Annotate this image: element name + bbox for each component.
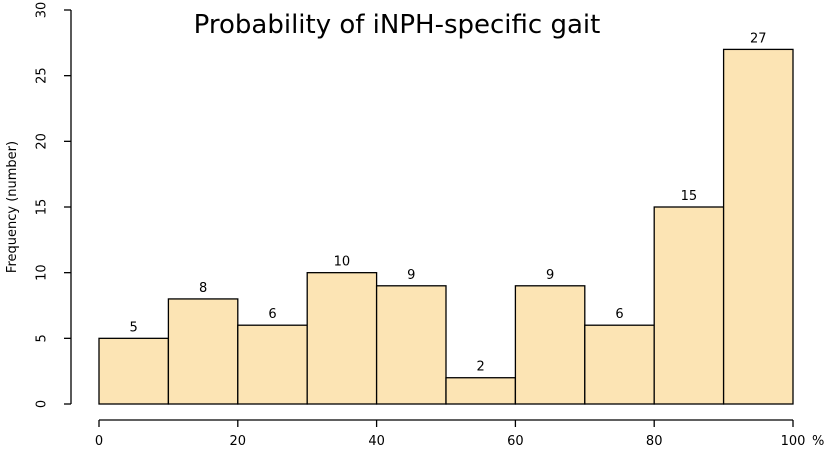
y-tick-label: 0 (35, 400, 50, 408)
x-tick-label: 20 (230, 434, 247, 449)
y-tick-label: 25 (35, 67, 50, 84)
x-axis-unit: % (812, 434, 824, 449)
bar-value-label: 10 (334, 255, 351, 270)
y-tick-label: 5 (35, 334, 50, 342)
histogram-bar (167, 298, 239, 405)
bar-labels-group: 5 8 6 10 9 2 9 6 15 27 (130, 31, 767, 374)
y-tick-label: 10 (35, 264, 50, 281)
histogram-bar (584, 324, 655, 405)
y-axis-label: Frequency (number) (5, 141, 20, 273)
bar-value-label: 15 (681, 189, 698, 204)
histogram-bar (237, 324, 308, 405)
bar-value-label: 9 (407, 268, 415, 283)
x-tick-label: 60 (507, 434, 524, 449)
bar-value-label: 8 (199, 281, 207, 296)
x-tick-label: 100 (781, 434, 806, 449)
x-axis: 0 20 40 60 80 100 (95, 419, 806, 449)
histogram-bar (445, 377, 517, 405)
bar-value-label: 2 (477, 360, 485, 375)
bar-value-label: 5 (130, 320, 138, 335)
x-tick-label: 0 (95, 434, 103, 449)
y-tick-label: 20 (35, 133, 50, 150)
y-tick-label: 30 (35, 2, 50, 19)
histogram-bar (722, 48, 794, 405)
y-tick-label: 15 (35, 199, 50, 216)
bars-group (98, 48, 794, 405)
x-tick-label: 80 (646, 434, 663, 449)
histogram-bar (653, 206, 725, 405)
bar-value-label: 6 (268, 307, 276, 322)
chart-title: Probability of iNPH-specific gait (194, 10, 601, 40)
histogram-bar (514, 285, 586, 405)
histogram-bar (375, 285, 447, 405)
histogram-bar (306, 272, 378, 405)
histogram-bar (98, 337, 170, 405)
bar-value-label: 6 (615, 307, 623, 322)
bar-value-label: 27 (750, 31, 767, 46)
y-axis: 0 5 10 15 20 25 30 (35, 2, 72, 408)
bar-value-label: 9 (546, 268, 554, 283)
x-tick-label: 40 (368, 434, 385, 449)
